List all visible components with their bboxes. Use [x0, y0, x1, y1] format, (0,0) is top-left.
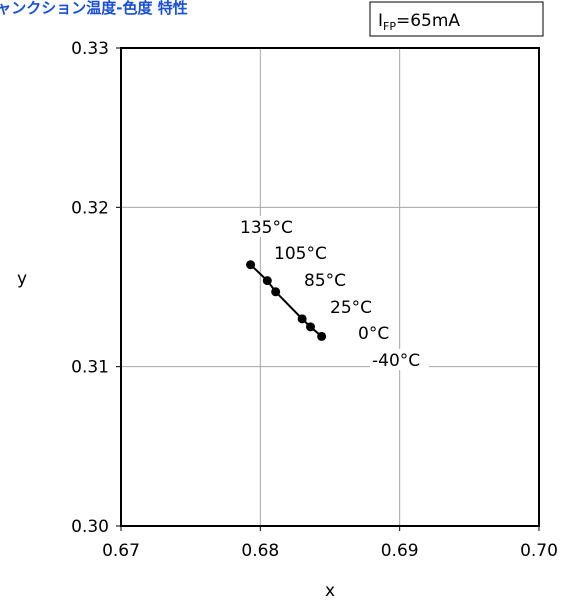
y-axis-label: y — [17, 269, 27, 289]
x-axis-label: x — [325, 581, 335, 601]
data-point — [305, 322, 315, 332]
data-point — [297, 314, 307, 324]
svg-text:IFP=65mA: IFP=65mA — [378, 11, 460, 33]
point-label: 85°C — [304, 271, 346, 291]
x-tick-label: 0.70 — [520, 541, 558, 561]
point-label: 0°C — [358, 324, 389, 344]
ticks: 0.67 0.68 0.69 0.70 0.30 0.31 0.32 0.33 — [71, 39, 558, 561]
point-label-bg — [272, 242, 331, 263]
condition-main: I — [378, 11, 383, 31]
point-label: 105°C — [274, 244, 327, 264]
condition-box: IFP=65mA — [369, 1, 544, 37]
point-label: 25°C — [330, 298, 372, 318]
y-tick-label: 0.31 — [71, 358, 109, 378]
x-tick-label: 0.68 — [241, 541, 279, 561]
point-label: 135°C — [240, 218, 293, 238]
point-label-bg — [356, 322, 393, 343]
data-point — [246, 260, 256, 270]
y-tick-label: 0.30 — [71, 517, 109, 537]
data-point — [262, 276, 272, 286]
plot-frame — [120, 47, 540, 527]
data-point — [271, 287, 281, 297]
y-tick-label: 0.33 — [71, 39, 109, 59]
chart-title: ジャンクション温度-色度 特性 — [0, 0, 188, 17]
point-label-bg — [328, 296, 376, 317]
point-label-bg — [238, 216, 297, 237]
condition-sub: FP — [383, 20, 396, 33]
point-label-bg — [370, 349, 429, 370]
grid — [121, 48, 539, 526]
point-labels: 135°C 105°C 85°C 25°C 0°C -40°C — [238, 216, 429, 371]
point-label-bg — [302, 269, 350, 290]
x-tick-label: 0.67 — [102, 541, 140, 561]
point-label: -40°C — [372, 351, 420, 371]
series-layer — [246, 260, 327, 341]
condition-value: =65mA — [396, 11, 460, 31]
y-tick-label: 0.32 — [71, 198, 109, 218]
data-point — [317, 331, 327, 341]
x-tick-label: 0.69 — [381, 541, 419, 561]
